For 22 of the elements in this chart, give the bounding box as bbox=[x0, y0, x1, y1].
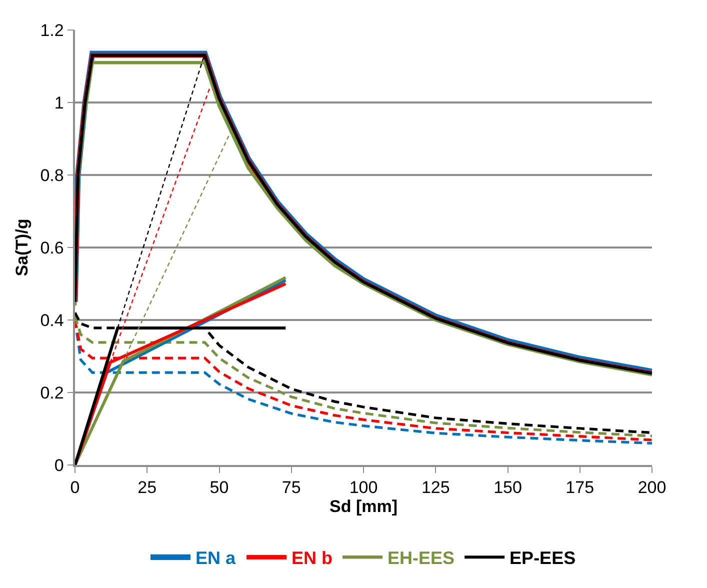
x-tick-label: 0 bbox=[70, 478, 80, 498]
legend-label: EN a bbox=[196, 548, 237, 568]
x-tick-label: 50 bbox=[210, 478, 229, 498]
x-tick-label: 100 bbox=[349, 478, 378, 498]
x-axis-title: Sd [mm] bbox=[330, 497, 398, 516]
y-tick-label: 1.2 bbox=[40, 20, 64, 40]
y-tick-label: 0.4 bbox=[40, 310, 64, 330]
x-tick-label: 75 bbox=[282, 478, 301, 498]
y-tick-label: 1 bbox=[54, 93, 64, 112]
x-tick-label: 175 bbox=[566, 478, 594, 498]
x-tick-label: 200 bbox=[638, 478, 666, 498]
y-axis-title: Sa(T)/g bbox=[12, 218, 32, 276]
x-tick-label: 125 bbox=[421, 478, 450, 498]
legend-label: EN b bbox=[292, 548, 333, 568]
y-tick-label: 0.8 bbox=[40, 166, 64, 185]
x-tick-label: 150 bbox=[494, 478, 522, 498]
legend-label: EH-EES bbox=[388, 548, 455, 568]
y-tick-label: 0.6 bbox=[40, 238, 64, 258]
y-tick-label: 0 bbox=[54, 456, 64, 475]
x-tick-label: 25 bbox=[138, 478, 157, 498]
legend-label: EP-EES bbox=[510, 548, 576, 568]
y-tick-label: 0.2 bbox=[40, 383, 64, 402]
